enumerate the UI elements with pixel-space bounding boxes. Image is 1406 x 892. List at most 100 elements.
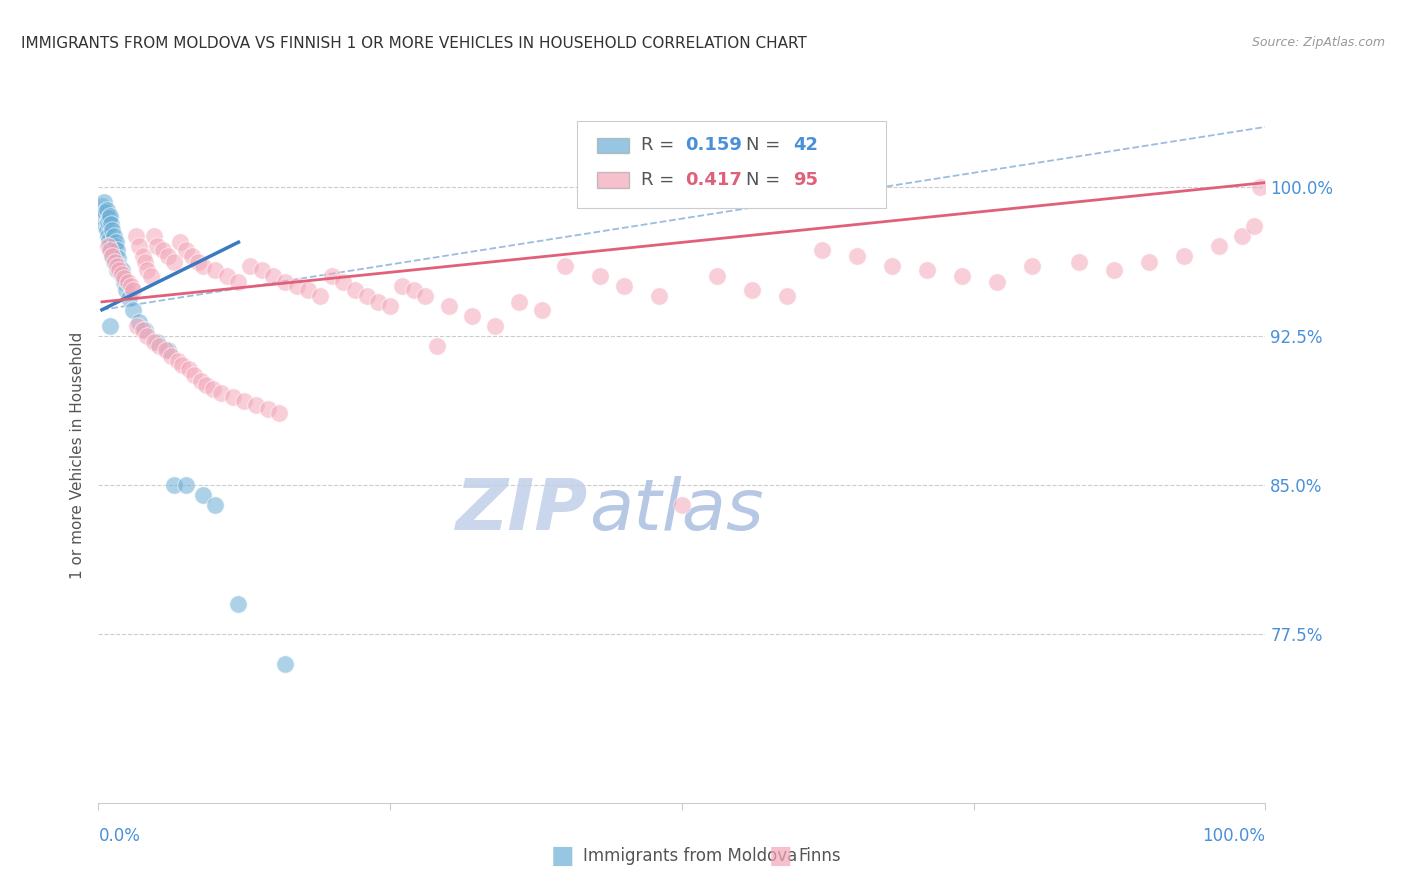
Point bbox=[187, 255, 209, 269]
Point bbox=[367, 294, 389, 309]
Point bbox=[239, 259, 262, 273]
Point bbox=[256, 402, 278, 417]
Point bbox=[112, 275, 135, 289]
Point bbox=[157, 343, 180, 357]
Text: Finns: Finns bbox=[799, 847, 841, 865]
Text: ZIP: ZIP bbox=[457, 476, 589, 545]
Point bbox=[194, 378, 217, 392]
Point bbox=[215, 268, 238, 283]
Point bbox=[155, 343, 177, 357]
Point bbox=[101, 223, 124, 237]
Point bbox=[103, 229, 125, 244]
Point bbox=[146, 334, 169, 349]
Point bbox=[136, 263, 159, 277]
Point bbox=[508, 294, 530, 309]
Point bbox=[105, 243, 128, 257]
Point bbox=[98, 239, 121, 253]
Point bbox=[356, 289, 378, 303]
Point bbox=[112, 271, 135, 285]
Point bbox=[228, 275, 250, 289]
Point bbox=[437, 299, 460, 313]
Point bbox=[128, 239, 150, 253]
Point bbox=[125, 229, 148, 244]
Point bbox=[245, 398, 267, 412]
Point bbox=[104, 255, 127, 269]
Text: Source: ZipAtlas.com: Source: ZipAtlas.com bbox=[1251, 36, 1385, 49]
Text: 95: 95 bbox=[793, 171, 818, 189]
Point bbox=[1230, 229, 1253, 244]
Point bbox=[461, 309, 484, 323]
Point bbox=[1102, 263, 1125, 277]
Point bbox=[143, 229, 166, 244]
Point bbox=[115, 283, 138, 297]
Point bbox=[172, 359, 194, 373]
Point bbox=[125, 318, 148, 333]
Point bbox=[484, 318, 506, 333]
Point bbox=[741, 283, 763, 297]
Point bbox=[380, 299, 402, 313]
Point bbox=[103, 255, 125, 269]
Point bbox=[1173, 249, 1195, 263]
Point bbox=[107, 251, 129, 265]
Text: ■: ■ bbox=[769, 845, 792, 868]
Text: 0.159: 0.159 bbox=[685, 136, 742, 154]
Text: 100.0%: 100.0% bbox=[1202, 827, 1265, 845]
Point bbox=[98, 318, 121, 333]
Point bbox=[101, 249, 124, 263]
Text: IMMIGRANTS FROM MOLDOVA VS FINNISH 1 OR MORE VEHICLES IN HOUSEHOLD CORRELATION C: IMMIGRANTS FROM MOLDOVA VS FINNISH 1 OR … bbox=[21, 36, 807, 51]
Point bbox=[1137, 255, 1160, 269]
Point bbox=[98, 243, 121, 257]
Point bbox=[104, 239, 127, 253]
Point bbox=[98, 210, 121, 224]
Point bbox=[193, 259, 215, 273]
Text: R =: R = bbox=[641, 171, 681, 189]
Point bbox=[139, 268, 162, 283]
Point bbox=[1021, 259, 1043, 273]
Point bbox=[344, 283, 367, 297]
Point bbox=[530, 302, 553, 317]
Point bbox=[96, 203, 118, 218]
Point bbox=[101, 249, 124, 263]
Point bbox=[134, 255, 156, 269]
Point bbox=[285, 279, 308, 293]
Bar bbox=[596, 137, 630, 153]
Point bbox=[174, 243, 197, 257]
Point bbox=[105, 259, 128, 273]
Point bbox=[671, 498, 693, 512]
Point bbox=[554, 259, 576, 273]
Point bbox=[97, 233, 120, 247]
Point bbox=[146, 239, 169, 253]
Text: ■: ■ bbox=[551, 845, 574, 868]
Point bbox=[91, 210, 114, 224]
Point bbox=[110, 267, 132, 281]
Point bbox=[309, 289, 332, 303]
Point bbox=[118, 291, 141, 305]
Point bbox=[426, 338, 449, 352]
Text: 0.0%: 0.0% bbox=[98, 827, 141, 845]
Point bbox=[132, 249, 155, 263]
Point bbox=[117, 275, 139, 289]
Point bbox=[93, 195, 115, 210]
Point bbox=[204, 263, 226, 277]
Point bbox=[97, 215, 120, 229]
Point bbox=[190, 375, 212, 389]
Point bbox=[108, 259, 131, 273]
Text: 0.417: 0.417 bbox=[685, 171, 742, 189]
Point bbox=[134, 323, 156, 337]
Point bbox=[776, 289, 799, 303]
Bar bbox=[596, 172, 630, 187]
Point bbox=[159, 349, 181, 363]
Point bbox=[811, 243, 834, 257]
Point bbox=[97, 229, 120, 244]
Point bbox=[274, 657, 297, 671]
Point bbox=[136, 328, 159, 343]
Point bbox=[174, 477, 197, 491]
Point bbox=[647, 289, 669, 303]
Point bbox=[1249, 179, 1271, 194]
Point bbox=[332, 275, 354, 289]
Point bbox=[193, 488, 215, 502]
Point bbox=[180, 249, 202, 263]
Point bbox=[120, 279, 142, 293]
Point bbox=[321, 268, 343, 283]
Point bbox=[169, 235, 191, 250]
